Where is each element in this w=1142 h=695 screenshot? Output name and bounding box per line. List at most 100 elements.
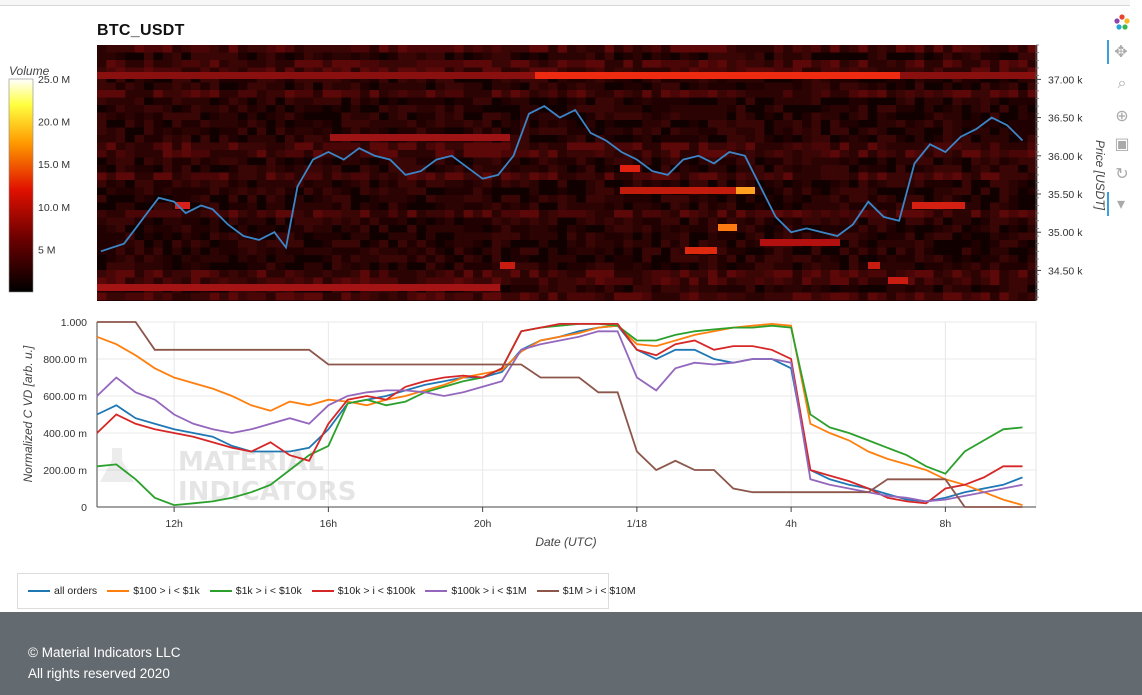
heatmap-cell bbox=[708, 285, 718, 293]
heatmap-cell bbox=[266, 195, 276, 203]
heatmap-cell bbox=[454, 277, 464, 286]
heatmap-cell bbox=[896, 255, 906, 263]
heatmap-cell bbox=[783, 105, 793, 113]
heatmap-cell bbox=[736, 157, 746, 166]
heatmap-cell bbox=[153, 247, 164, 256]
heatmap-cell bbox=[745, 292, 756, 301]
heatmap-cell bbox=[943, 112, 953, 121]
price-tick-label: 35.00 k bbox=[1048, 227, 1083, 239]
heatmap-cell bbox=[529, 270, 540, 278]
heatmap-cell bbox=[125, 45, 135, 53]
heatmap-cell bbox=[661, 60, 671, 68]
heatmap-cell bbox=[585, 270, 596, 278]
heatmap-cell bbox=[134, 195, 145, 203]
legend-item[interactable]: $1k > i < $10k bbox=[209, 585, 302, 597]
heatmap-cell bbox=[830, 97, 840, 106]
heatmap-cell bbox=[520, 217, 530, 226]
save-icon[interactable]: ▣ bbox=[1114, 136, 1130, 153]
heatmap-cell bbox=[501, 150, 511, 158]
heatmap-cell bbox=[849, 262, 859, 271]
cvd-y-tick-label: 200.00 m bbox=[43, 465, 87, 477]
heatmap-cell bbox=[416, 277, 427, 286]
heatmap-cell bbox=[238, 217, 248, 226]
legend-item[interactable]: $1M > i < $10M bbox=[536, 585, 636, 597]
heatmap-cell bbox=[435, 120, 446, 128]
heatmap-cell bbox=[313, 45, 323, 53]
heatmap-cell bbox=[473, 225, 483, 233]
heatmap-cell bbox=[407, 82, 417, 91]
heatmap-cell bbox=[914, 232, 925, 241]
heatmap-cell bbox=[717, 157, 728, 166]
heatmap-cell bbox=[773, 165, 784, 173]
plotly-logo-icon[interactable] bbox=[1110, 10, 1134, 34]
heatmap-cell bbox=[491, 90, 502, 98]
heatmap-cell bbox=[1027, 195, 1038, 203]
heatmap-cell bbox=[896, 247, 906, 256]
heatmap-cell bbox=[708, 240, 718, 248]
heatmap-cell bbox=[623, 112, 634, 121]
heatmap-cell bbox=[726, 202, 737, 211]
heatmap-cell bbox=[332, 277, 342, 286]
heatmap-cell bbox=[849, 142, 859, 151]
plot-area[interactable]: 37.00 k36.50 k36.00 k35.50 k35.00 k34.50… bbox=[0, 0, 1142, 612]
heatmap-cell bbox=[548, 52, 558, 61]
heatmap-cell bbox=[548, 277, 558, 286]
heatmap-cell bbox=[538, 232, 549, 241]
heatmap-cell bbox=[783, 82, 793, 91]
heatmap-cell bbox=[501, 97, 511, 106]
heatmap-cell bbox=[952, 127, 963, 136]
heatmap-cell bbox=[1027, 240, 1038, 248]
zoom-icon[interactable]: ⌕ bbox=[1117, 75, 1127, 92]
heatmap-cell bbox=[181, 52, 192, 61]
heatmap-cell bbox=[350, 142, 361, 151]
heatmap-cell bbox=[463, 262, 474, 271]
heatmap-cell bbox=[820, 285, 831, 293]
heatmap-cell bbox=[520, 90, 530, 98]
heatmap-cell bbox=[576, 82, 587, 91]
legend-item[interactable]: $100 > i < $1k bbox=[107, 585, 200, 597]
heatmap-cell bbox=[755, 105, 765, 113]
legend-item[interactable]: $100k > i < $1M bbox=[425, 585, 527, 597]
heatmap-cell bbox=[510, 52, 521, 61]
zoom-in-out-icon[interactable]: ⊕ bbox=[1115, 108, 1129, 125]
heatmap-cell bbox=[642, 210, 652, 218]
heatmap-cell bbox=[397, 225, 408, 233]
heatmap-cell bbox=[858, 150, 869, 158]
heatmap-cell bbox=[792, 180, 803, 188]
legend-item[interactable]: $10k > i < $100k bbox=[311, 585, 415, 597]
heatmap-cell bbox=[914, 292, 925, 301]
heatmap-cell bbox=[501, 225, 511, 233]
heatmap-cell bbox=[538, 67, 549, 76]
heatmap-cell bbox=[416, 165, 427, 173]
heatmap-cell bbox=[416, 90, 427, 98]
heatmap-cell bbox=[999, 270, 1010, 278]
heatmap-cell bbox=[990, 45, 1000, 53]
heatmap-cell bbox=[473, 90, 483, 98]
heatmap-cell bbox=[642, 240, 652, 248]
pan-icon[interactable]: ✥ bbox=[1107, 40, 1133, 64]
legend-item[interactable]: all orders bbox=[28, 585, 97, 597]
heatmap-cell bbox=[614, 262, 624, 271]
heatmap-cell bbox=[247, 172, 258, 181]
heatmap-cell bbox=[614, 52, 624, 61]
heatmap-cell bbox=[971, 90, 981, 98]
heatmap-cell bbox=[849, 187, 859, 196]
heatmap-cell bbox=[266, 202, 276, 211]
heatmap-cell bbox=[604, 180, 615, 188]
heatmap-cell bbox=[961, 135, 972, 143]
heatmap-cell bbox=[275, 157, 286, 166]
heatmap-cell bbox=[491, 67, 502, 76]
heatmap-cell bbox=[971, 142, 981, 151]
heatmap-cell bbox=[896, 292, 906, 301]
hover-icon[interactable]: ▾ bbox=[1107, 192, 1133, 216]
heatmap-cell bbox=[256, 232, 267, 241]
heatmap-cell bbox=[642, 157, 652, 166]
heatmap-cell bbox=[379, 232, 389, 241]
heatmap-cell bbox=[115, 270, 126, 278]
heatmap-band bbox=[912, 202, 965, 209]
heatmap-cell bbox=[416, 240, 427, 248]
heatmap-cell bbox=[980, 82, 991, 91]
heatmap-cell bbox=[623, 210, 634, 218]
reset-axes-icon[interactable]: ↻ bbox=[1115, 166, 1129, 183]
heatmap-cell bbox=[576, 142, 587, 151]
